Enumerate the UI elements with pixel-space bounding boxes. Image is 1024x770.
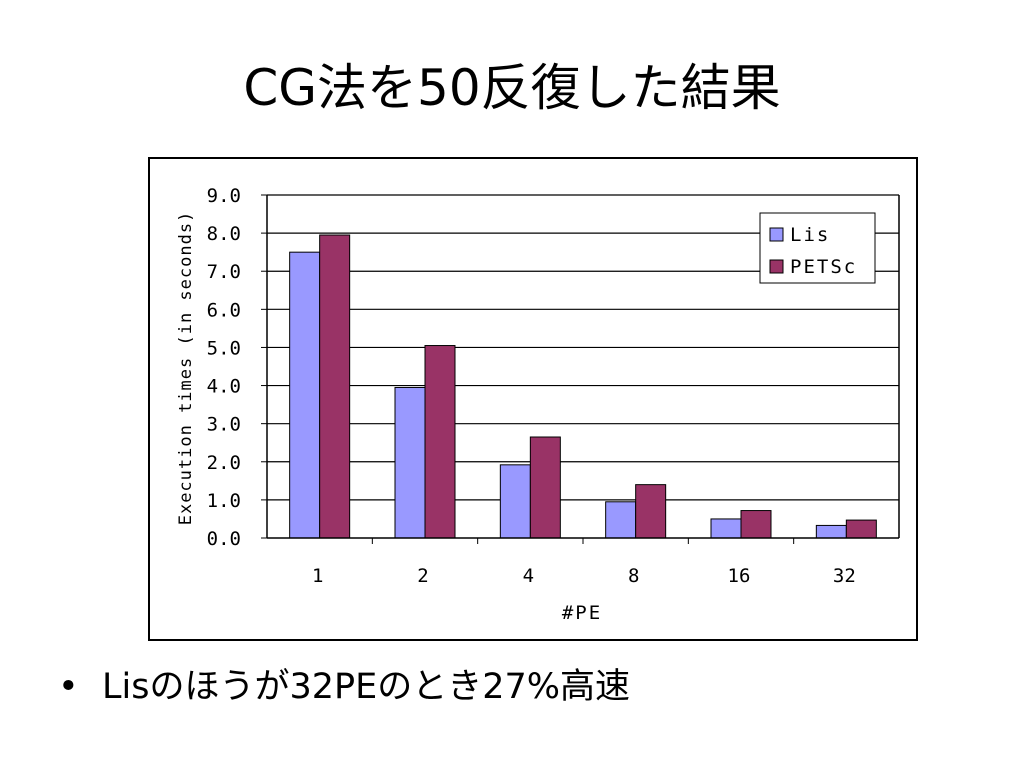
y-tick-label: 1.0 bbox=[207, 490, 241, 512]
axes bbox=[261, 194, 900, 544]
bar-petsc-8 bbox=[635, 484, 667, 539]
y-tick-label: 4.0 bbox=[207, 376, 241, 398]
y-tick-labels: 0.0 1.0 2.0 3.0 4.0 5.0 6.0 7.0 8.0 9.0 bbox=[207, 185, 241, 550]
bar-lis-2 bbox=[394, 386, 426, 539]
chart-frame: 0.0 1.0 2.0 3.0 4.0 5.0 6.0 7.0 8.0 9.0 1 2 4 8 16 32 … bbox=[148, 157, 918, 641]
bar-petsc-4 bbox=[529, 436, 561, 539]
x-tick-label: 16 bbox=[728, 565, 751, 587]
y-tick-label: 0.0 bbox=[207, 528, 241, 550]
x-tick-label: 8 bbox=[628, 565, 639, 587]
y-tick-label: 9.0 bbox=[207, 185, 241, 207]
bullet-marker: • bbox=[58, 667, 79, 707]
x-tick-label: 1 bbox=[312, 565, 323, 587]
x-tick-label: 2 bbox=[417, 565, 428, 587]
bar-lis-32 bbox=[815, 524, 847, 539]
y-axis-label: Execution times (in seconds) bbox=[176, 211, 196, 526]
legend: Lis PETSc bbox=[759, 212, 876, 284]
x-tick-label: 32 bbox=[833, 565, 856, 587]
bar-lis-4 bbox=[499, 464, 531, 539]
y-tick-label: 5.0 bbox=[207, 337, 241, 359]
bar-petsc-2 bbox=[424, 345, 456, 539]
bar-petsc-1 bbox=[319, 234, 351, 539]
bar-petsc-32 bbox=[845, 519, 877, 539]
legend-label-petsc: PETSc bbox=[790, 256, 857, 278]
x-tick-label: 4 bbox=[523, 565, 534, 587]
bullet-item: • Lisのほうが32PEのとき27%高速 bbox=[58, 662, 630, 712]
x-tick-labels: 1 2 4 8 16 32 bbox=[312, 565, 856, 587]
y-tick-label: 8.0 bbox=[207, 223, 241, 245]
y-tick-label: 7.0 bbox=[207, 261, 241, 283]
y-tick-label: 6.0 bbox=[207, 299, 241, 321]
bar-lis-16 bbox=[710, 518, 742, 539]
bar-petsc-16 bbox=[740, 510, 772, 539]
bar-lis-1 bbox=[289, 251, 321, 539]
y-tick-label: 3.0 bbox=[207, 414, 241, 436]
bar-lis-8 bbox=[605, 501, 637, 539]
legend-label-lis: Lis bbox=[790, 224, 830, 246]
bullet-text: Lisのほうが32PEのとき27%高速 bbox=[102, 667, 631, 707]
x-axis-label: #PE bbox=[562, 602, 602, 624]
legend-swatch-petsc bbox=[769, 259, 784, 274]
slide-title: CG法を50反復した結果 bbox=[243, 59, 781, 117]
y-tick-label: 2.0 bbox=[207, 452, 241, 474]
bars bbox=[289, 234, 877, 539]
legend-swatch-lis bbox=[769, 227, 784, 242]
